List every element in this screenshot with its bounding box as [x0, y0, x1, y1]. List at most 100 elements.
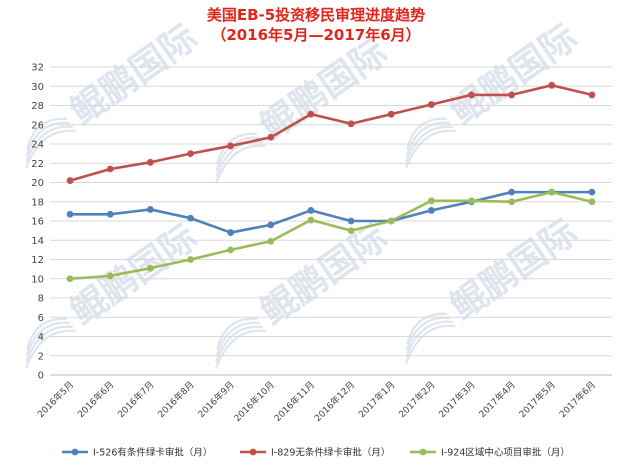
watermark-wing-arc: [215, 325, 263, 363]
watermark-wing-arc: [24, 329, 76, 369]
x-tick-label: 2016年9月: [195, 379, 236, 420]
data-point: [427, 197, 435, 205]
watermark-wing-arc: [406, 312, 448, 345]
x-tick-label: 2016年7月: [115, 379, 156, 420]
legend-marker: [249, 448, 257, 456]
y-tick-label: 30: [31, 82, 44, 93]
data-point: [66, 177, 74, 184]
y-tick-label: 2: [38, 351, 44, 362]
series-1: [66, 188, 596, 236]
grid-lines: [50, 66, 612, 376]
watermark-wing-arc: [405, 316, 450, 351]
data-point: [427, 101, 435, 108]
chart-title: 美国EB-5投资移民审理进度趋势: [206, 6, 426, 24]
watermark-wing-arc: [215, 321, 260, 356]
watermark-wing-arc: [215, 140, 263, 178]
x-tick-label: 2017年5月: [516, 379, 557, 420]
chart-subtitle: （2016年5月—2017年6月）: [211, 26, 421, 44]
watermark-wing-arc: [26, 317, 68, 350]
watermark-text: 鲲鹏国际: [443, 212, 584, 328]
data-point: [387, 110, 395, 118]
data-point: [347, 217, 355, 225]
data-point: [187, 214, 194, 222]
watermark-text: 鲲鹏国际: [443, 17, 584, 133]
data-point: [548, 188, 556, 196]
data-point: [347, 227, 355, 235]
data-point: [267, 237, 275, 245]
legend-label: I-924区域中心项目审批（月）: [441, 447, 570, 459]
watermark-text: 鲲鹏国际: [63, 17, 204, 133]
data-point: [267, 133, 275, 141]
data-point: [106, 210, 114, 218]
y-tick-label: 4: [38, 332, 44, 343]
legend-entry: I-829无条件绿卡审批（月）: [240, 447, 390, 459]
y-tick-label: 28: [31, 101, 44, 112]
y-tick-label: 0: [38, 371, 44, 382]
y-tick-label: 12: [31, 255, 44, 266]
data-point: [548, 81, 556, 89]
brand-watermark: 鲲鹏国际: [404, 212, 585, 364]
data-point: [106, 165, 114, 173]
watermark-wing-arc: [214, 329, 266, 369]
x-tick-label: 2017年6月: [557, 379, 598, 420]
x-tick-label: 2016年12月: [312, 379, 358, 425]
data-point: [588, 91, 596, 99]
data-point: [66, 275, 74, 283]
data-point: [427, 207, 435, 214]
data-point: [66, 210, 74, 218]
x-tick-label: 2016年11月: [272, 379, 318, 425]
data-point: [387, 217, 395, 225]
watermark-wing-arc: [405, 121, 450, 156]
data-point: [267, 221, 275, 229]
y-tick-label: 8: [38, 294, 44, 305]
watermark-wing-arc: [25, 325, 73, 363]
data-point: [187, 256, 194, 263]
watermark-wing-arc: [404, 129, 456, 169]
data-point: [106, 272, 114, 280]
data-point: [227, 246, 235, 254]
y-tick-label: 26: [31, 120, 44, 131]
data-point: [347, 120, 355, 128]
data-point: [146, 264, 154, 272]
data-point: [508, 188, 516, 196]
data-point: [508, 198, 516, 206]
data-point: [468, 197, 475, 205]
series-line: [69, 190, 593, 281]
watermark-wing-arc: [25, 121, 70, 156]
legend-entry: I-526有条件绿卡审批（月）: [62, 447, 212, 459]
watermark-wing-arc: [216, 317, 258, 350]
y-tick-label: 20: [31, 178, 44, 189]
x-tick-label: 2017年1月: [356, 379, 397, 420]
data-point: [307, 207, 315, 214]
watermark-text: 鲲鹏国际: [253, 32, 394, 148]
watermark-wing-arc: [24, 129, 76, 169]
watermark-wing-arc: [405, 320, 453, 358]
y-tick-label: 16: [31, 217, 44, 228]
x-tick-label: 2016年8月: [155, 379, 196, 420]
data-point: [187, 150, 194, 158]
x-tick-label: 2017年2月: [396, 379, 437, 420]
x-tick-label: 2017年4月: [476, 379, 517, 420]
data-point: [307, 110, 315, 118]
legend-label: I-829无条件绿卡审批（月）: [271, 447, 390, 459]
watermark-text: 鲲鹏国际: [63, 217, 204, 333]
y-tick-label: 6: [38, 313, 44, 324]
watermark-text: 鲲鹏国际: [253, 217, 394, 333]
series-line: [69, 83, 593, 182]
x-tick-label: 2016年6月: [75, 379, 116, 420]
watermark-wing-arc: [25, 321, 70, 356]
series-line: [70, 190, 592, 234]
watermark-wing-arc: [216, 132, 258, 165]
watermark-wing-arc: [405, 125, 453, 163]
x-tick-label: 2017年3月: [436, 379, 477, 420]
series-3: [66, 188, 596, 283]
legend-entry: I-924区域中心项目审批（月）: [410, 447, 570, 459]
y-tick-label: 22: [31, 159, 44, 170]
legend-label: I-526有条件绿卡审批（月）: [93, 447, 212, 459]
data-point: [227, 142, 235, 150]
y-tick-label: 14: [31, 236, 44, 247]
brand-watermark: 鲲鹏国际: [214, 32, 395, 184]
data-point: [146, 206, 154, 213]
